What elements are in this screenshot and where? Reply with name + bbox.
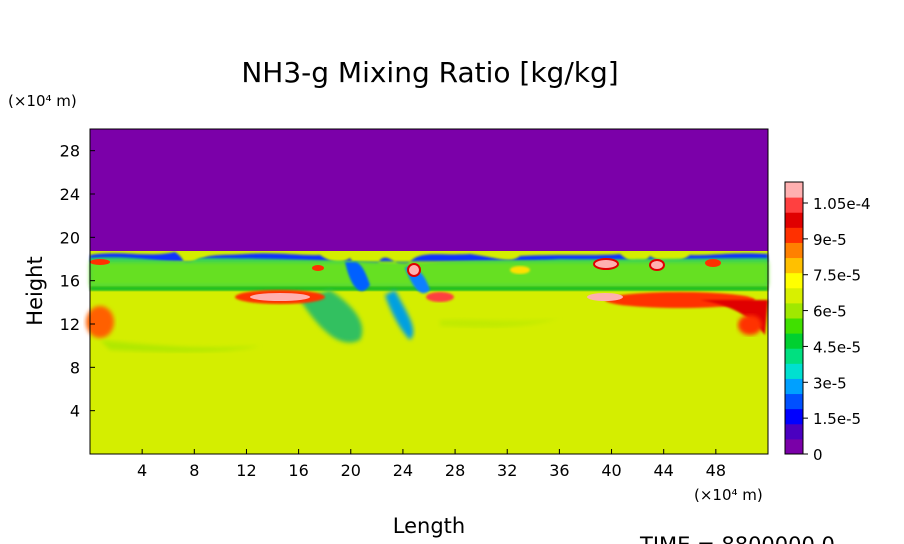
colorbar-label: 9e-5: [813, 231, 847, 249]
plot-frame: [89, 128, 769, 455]
colorbar-swatch: [785, 302, 803, 319]
chart-title: NH3-g Mixing Ratio [kg/kg]: [241, 56, 618, 89]
colorbar-swatch: [785, 333, 803, 349]
x-tick-label: 12: [236, 461, 256, 480]
y-tick-label: 4: [70, 402, 80, 421]
colorbar-label: 0: [813, 446, 823, 464]
colorbar-label: 4.5e-5: [813, 338, 861, 356]
colorbar-label: 3e-5: [813, 374, 847, 392]
x-axis: 4 8 12 16 20 24 28 32 36 40 44 48: [137, 449, 726, 480]
colorbar-swatch: [785, 348, 803, 364]
time-label: TIME = 8800000.0: [639, 533, 835, 544]
colorbar-swatch: [785, 423, 803, 440]
colorbar-swatch: [785, 182, 803, 198]
colorbar-swatch: [785, 363, 803, 379]
x-tick-label: 20: [341, 461, 361, 480]
x-tick-label: 28: [445, 461, 465, 480]
colorbar-swatch: [785, 408, 803, 425]
colorbar-swatch: [785, 318, 803, 334]
x-tick-label: 48: [706, 461, 726, 480]
y-axis-unit: (×10⁴ m): [8, 92, 77, 110]
colorbar-swatch: [785, 393, 803, 410]
colorbar: [784, 181, 804, 455]
colorbar-swatch: [785, 227, 803, 243]
x-tick-label: 32: [497, 461, 517, 480]
colorbar-label: 7.5e-5: [813, 267, 861, 285]
colorbar-swatch: [785, 197, 803, 213]
colorbar-swatch: [785, 242, 803, 259]
x-tick-label: 36: [549, 461, 569, 480]
colorbar-label: 1.05e-4: [813, 195, 871, 213]
y-tick-label: 28: [60, 142, 80, 161]
colorbar-swatch: [785, 378, 803, 395]
colorbar-label: 1.5e-5: [813, 410, 861, 428]
y-tick-label: 12: [60, 315, 80, 334]
colorbar-swatch: [785, 438, 803, 455]
x-axis-unit: (×10⁴ m): [694, 486, 763, 504]
y-tick-label: 20: [60, 228, 80, 247]
y-axis: 4 8 12 16 20 24 28: [60, 142, 95, 421]
mixing-band: [86, 252, 768, 353]
y-tick-label: 8: [70, 358, 80, 377]
y-axis-label: Height: [23, 256, 47, 325]
colorbar-label: 6e-5: [813, 303, 847, 321]
colorbar-labels: 0 1.5e-5 3e-5 4.5e-5 6e-5 7.5e-5 9e-5 1.05e-4: [803, 195, 871, 464]
colorbar-frame: [784, 181, 804, 455]
x-tick-label: 24: [393, 461, 413, 480]
y-tick-label: 16: [60, 272, 80, 291]
x-tick-label: 40: [601, 461, 621, 480]
x-tick-label: 8: [189, 461, 199, 480]
x-tick-label: 4: [137, 461, 147, 480]
upper-layer: [90, 129, 768, 251]
plot-area: [86, 128, 769, 455]
x-tick-label: 44: [654, 461, 674, 480]
x-tick-label: 16: [288, 461, 308, 480]
colorbar-swatch: [785, 272, 803, 289]
y-tick-label: 24: [60, 185, 80, 204]
colorbar-swatch: [785, 257, 803, 274]
x-axis-label: Length: [393, 514, 465, 538]
colorbar-swatch: [785, 287, 803, 304]
colorbar-swatch: [785, 212, 803, 228]
